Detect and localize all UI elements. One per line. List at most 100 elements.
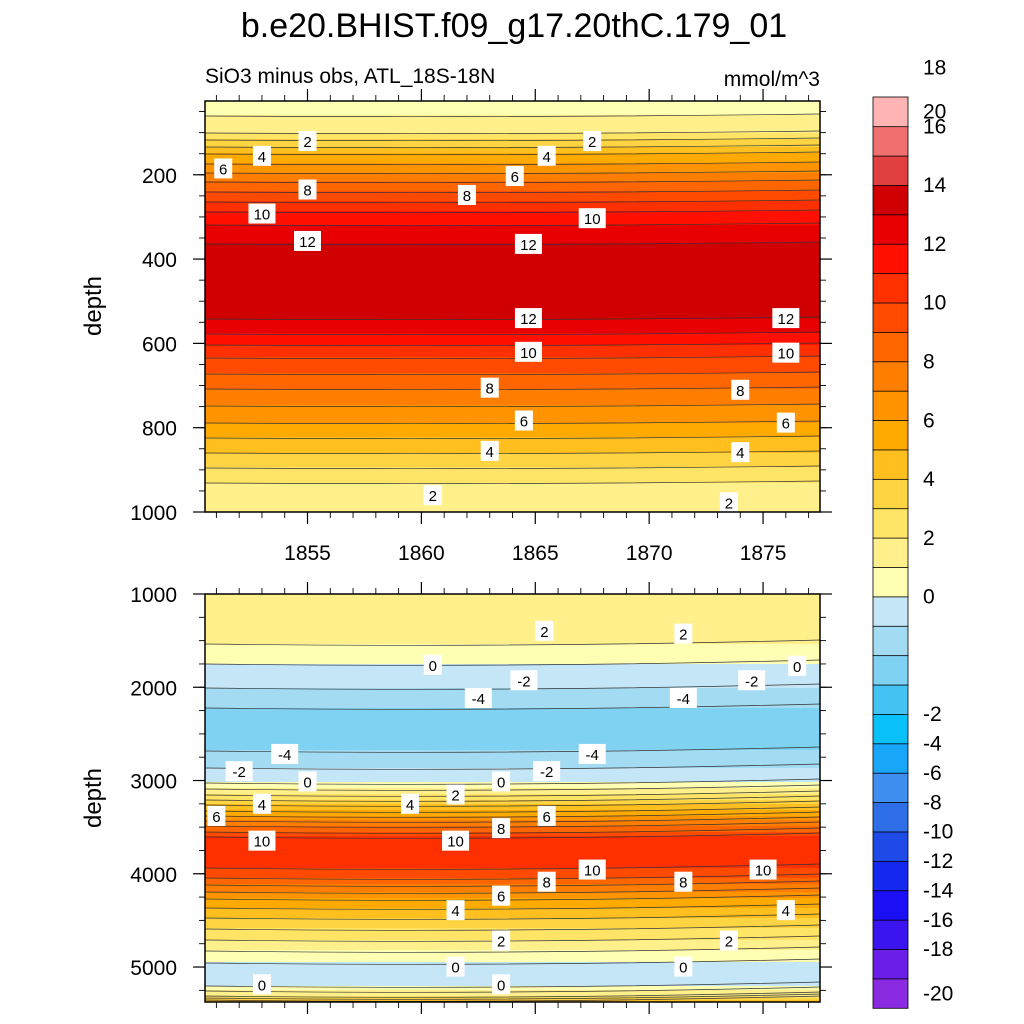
contour-label: -2 (738, 670, 766, 691)
colorbar-tick-label: -4 (923, 733, 942, 756)
upper-panel: 2 2 4 4 6 6 8 8 10 10 12 12 12 12 10 10 8 8 6 6 4 4 2 2 200 400 6… (80, 89, 832, 565)
contour-band (205, 956, 820, 959)
contour-label: 6 (776, 412, 795, 433)
contour-band (205, 620, 820, 623)
contour-label-text: -2 (745, 673, 758, 690)
contour-line (204, 816, 821, 823)
contour-label-text: 6 (497, 889, 505, 906)
contour-line (204, 435, 821, 440)
contour-band (205, 141, 820, 144)
colorbar-box (872, 860, 909, 892)
contour-band (205, 700, 820, 703)
contour-band (205, 622, 820, 625)
contour-band (205, 337, 820, 340)
contour-label-box (537, 871, 556, 892)
colorbar-box (872, 214, 909, 245)
contour-band (205, 948, 820, 951)
contour-band (205, 219, 820, 222)
contour-line (204, 880, 821, 887)
contour-band (205, 257, 820, 260)
contour-line (204, 241, 821, 246)
contour-label-box (298, 179, 317, 200)
contour-band (205, 431, 820, 434)
contour-label: 2 (446, 784, 465, 805)
contour-band (205, 760, 820, 763)
contour-band (205, 626, 820, 629)
contour-band (205, 710, 820, 713)
contour-label-box (423, 485, 442, 506)
contour-label-text: 4 (782, 903, 790, 920)
contour-line (204, 465, 821, 470)
upper-contour-fill (205, 101, 820, 512)
contour-band (205, 766, 820, 769)
contour-label-box (578, 208, 606, 229)
contour-label-box (583, 131, 602, 152)
contour-label: 4 (446, 900, 465, 921)
contour-band (205, 734, 820, 737)
contour-band (205, 646, 820, 649)
units-label: mmol/m^3 (724, 68, 820, 91)
contour-label-box (537, 145, 556, 166)
contour-band (205, 289, 820, 292)
contour-band (205, 209, 820, 212)
contour-band (205, 704, 820, 707)
contour-band (205, 732, 820, 735)
contour-label-text: 8 (463, 188, 471, 205)
contour-band (205, 850, 820, 853)
contour-band (205, 195, 820, 198)
contour-label-box (535, 620, 554, 641)
contour-label-box (214, 158, 233, 179)
contour-line (204, 703, 821, 710)
contour-band (205, 121, 820, 124)
contour-band (205, 848, 820, 851)
contour-band (205, 401, 820, 404)
contour-band (205, 185, 820, 188)
contour-band (205, 864, 820, 867)
contour-band (205, 417, 820, 420)
contour-label-box (248, 830, 276, 851)
contour-band (205, 602, 820, 605)
colorbar: -20-18-16-14-12-10-8-6-4-202468101214161… (872, 57, 954, 1009)
contour-band (205, 345, 820, 348)
contour-band (205, 796, 820, 799)
contour-band (205, 784, 820, 787)
contour-label: 6 (537, 805, 556, 826)
contour-band (205, 896, 820, 899)
contour-band (205, 213, 820, 216)
contour-band (205, 738, 820, 741)
contour-band (205, 854, 820, 857)
contour-band (205, 425, 820, 428)
contour-band (205, 984, 820, 987)
contour-label-box (731, 442, 750, 463)
contour-band (205, 109, 820, 112)
contour-band (205, 930, 820, 933)
colorbar-box (872, 184, 909, 216)
contour-band (205, 624, 820, 627)
colorbar-tick-label: 4 (923, 468, 935, 491)
contour-band (205, 774, 820, 777)
contour-band (205, 858, 820, 861)
contour-label-box (669, 687, 697, 708)
contour-label: -4 (669, 687, 697, 708)
colorbar-box (872, 890, 909, 921)
contour-band (205, 305, 820, 308)
contour-label: 2 (674, 623, 693, 644)
contour-band (205, 780, 820, 783)
contour-label-text: -2 (232, 764, 245, 781)
contour-band (205, 860, 820, 863)
contour-band (205, 726, 820, 729)
contour-label-box (505, 166, 524, 187)
contour-label-box (533, 761, 561, 782)
colorbar-box (872, 831, 909, 862)
contour-label: 10 (248, 203, 276, 224)
lower-panel: 2 2 0 0 -2 -2 -4 -4 -4 -4 -2 -2 0 0 2 4 4 6 6 8 10 10 10 10 8 8 6 4… (80, 582, 832, 1014)
contour-label: 0 (492, 974, 511, 995)
contour-band (205, 495, 820, 498)
contour-band (205, 654, 820, 657)
contour-band (205, 932, 820, 935)
contour-band (205, 822, 820, 825)
contour-band (205, 379, 820, 382)
contour-band (205, 844, 820, 847)
contour-band (205, 648, 820, 651)
contour-band (205, 411, 820, 414)
